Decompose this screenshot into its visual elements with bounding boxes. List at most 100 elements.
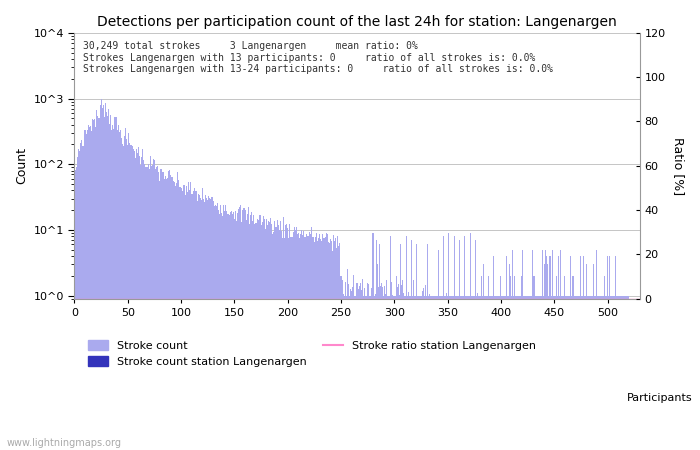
Bar (241, 222, 242, 450)
Bar (260, 225, 262, 450)
Bar (305, 427, 307, 450)
Bar (240, 205, 241, 450)
Bar (285, 225, 286, 450)
Bar (509, 264, 510, 450)
Bar (366, 296, 367, 450)
Bar (338, 427, 339, 450)
Bar (572, 427, 573, 450)
Bar (603, 427, 604, 450)
Bar (607, 427, 608, 450)
Bar (596, 250, 598, 450)
Bar (216, 427, 217, 450)
Bar (522, 427, 523, 450)
Bar (251, 427, 252, 450)
Bar (399, 295, 400, 450)
Bar (267, 427, 268, 450)
Bar (395, 296, 396, 450)
Bar (590, 427, 591, 450)
Bar (499, 427, 500, 450)
Bar (507, 427, 508, 450)
Bar (301, 427, 302, 450)
Bar (490, 296, 491, 450)
Bar (591, 427, 592, 450)
Bar (434, 296, 435, 450)
Bar (525, 427, 526, 450)
Bar (476, 427, 477, 450)
Bar (452, 427, 454, 450)
Bar (415, 427, 416, 450)
Bar (456, 427, 458, 450)
Bar (510, 427, 511, 450)
Bar (299, 238, 300, 450)
Bar (327, 427, 328, 450)
Bar (548, 296, 550, 450)
Bar (466, 296, 468, 450)
Bar (191, 427, 193, 450)
Bar (580, 256, 582, 450)
Bar (268, 427, 269, 450)
Bar (623, 427, 624, 450)
Bar (384, 427, 385, 450)
Bar (591, 296, 592, 450)
Bar (90, 427, 91, 450)
Bar (226, 427, 228, 450)
Bar (323, 238, 325, 450)
Bar (498, 296, 499, 450)
Bar (413, 427, 414, 450)
Bar (522, 250, 523, 450)
Bar (594, 427, 595, 450)
Bar (443, 236, 444, 450)
Bar (561, 296, 562, 450)
Bar (318, 427, 319, 450)
Bar (638, 427, 639, 450)
Bar (446, 292, 447, 450)
Bar (546, 427, 547, 450)
Bar (94, 427, 95, 450)
Bar (207, 200, 209, 450)
Bar (410, 296, 411, 450)
Bar (319, 427, 320, 450)
Bar (477, 293, 478, 450)
Bar (398, 427, 399, 450)
Bar (512, 427, 513, 450)
Bar (89, 427, 90, 450)
Bar (223, 205, 224, 450)
Bar (203, 427, 204, 450)
Bar (556, 427, 557, 450)
Bar (115, 427, 116, 450)
Bar (331, 241, 332, 450)
Bar (366, 427, 367, 450)
Bar (580, 427, 582, 450)
Bar (431, 427, 432, 450)
Bar (448, 233, 449, 450)
Bar (410, 427, 411, 450)
Bar (407, 292, 409, 450)
Bar (555, 296, 556, 450)
Bar (414, 427, 415, 450)
Bar (527, 296, 528, 450)
Bar (244, 427, 246, 450)
Bar (505, 296, 506, 450)
Bar (326, 234, 327, 450)
Bar (290, 427, 291, 450)
Bar (396, 276, 397, 450)
Bar (531, 296, 533, 450)
Bar (381, 427, 382, 450)
Bar (83, 427, 85, 450)
Bar (93, 121, 95, 450)
Bar (228, 427, 230, 450)
Bar (299, 427, 300, 450)
Bar (368, 284, 370, 450)
Bar (393, 427, 394, 450)
Bar (609, 427, 610, 450)
Bar (117, 427, 118, 450)
Bar (426, 427, 427, 450)
Bar (608, 427, 609, 450)
Bar (258, 220, 260, 450)
Bar (116, 117, 117, 450)
Bar (320, 238, 321, 450)
Bar (387, 296, 388, 450)
Bar (321, 241, 323, 450)
Bar (529, 427, 531, 450)
Bar (347, 269, 348, 450)
